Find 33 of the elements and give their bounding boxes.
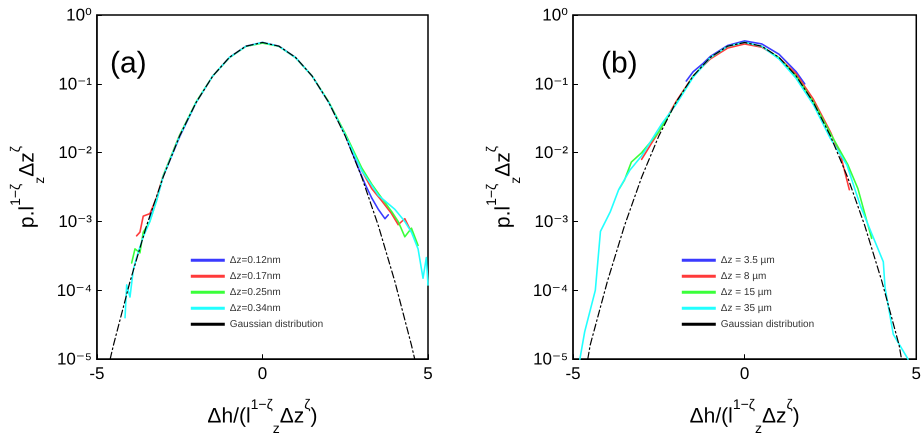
legend-label: Δz=0.12nm [230,254,281,266]
y-tick-label: 10⁻³ [534,212,568,232]
y-tick-label: 10⁻⁴ [56,280,92,300]
legend-label: Δz = 8 µm [720,270,766,282]
x-tick-label: 5 [912,364,922,384]
y-axis-title: p.l1−ζzΔzζ [483,146,523,228]
x-tick-label: -5 [565,364,581,384]
y-tick-label: 10⁰ [542,6,568,24]
line-series [685,40,806,85]
y-tick-label: 10⁻⁴ [532,280,568,300]
legend-label: Gaussian distribution [230,318,324,330]
legend-label: Δz=0.34nm [230,302,281,314]
y-tick-label: 10⁰ [66,6,92,24]
x-tick-label: -5 [89,364,104,384]
y-tick-label: 10⁻² [534,143,568,162]
annotation: (a) [110,46,147,80]
x-tick-label: 5 [423,364,433,384]
y-tick-label: 10⁻³ [58,212,92,232]
legend-label: Δz = 3.5 µm [720,254,775,266]
y-tick-label: 10⁻¹ [534,74,568,94]
legend-label: Δz=0.17nm [230,270,281,282]
x-tick-label: 0 [740,364,750,384]
y-axis-title: p.l1−ζzΔzζ [7,146,47,228]
y-tick-label: 10⁻² [58,143,92,162]
legend-label: Δz = 15 µm [720,286,772,298]
annotation: (b) [601,46,638,80]
y-tick-label: 10⁻⁵ [56,350,92,369]
legend-label: Δz=0.25nm [230,286,281,298]
y-tick-label: 10⁻⁵ [533,350,568,369]
y-tick-label: 10⁻¹ [58,74,92,94]
legend-label: Gaussian distribution [720,318,814,330]
legend-label: Δz = 35 µm [720,302,772,314]
x-tick-label: 0 [258,364,268,384]
